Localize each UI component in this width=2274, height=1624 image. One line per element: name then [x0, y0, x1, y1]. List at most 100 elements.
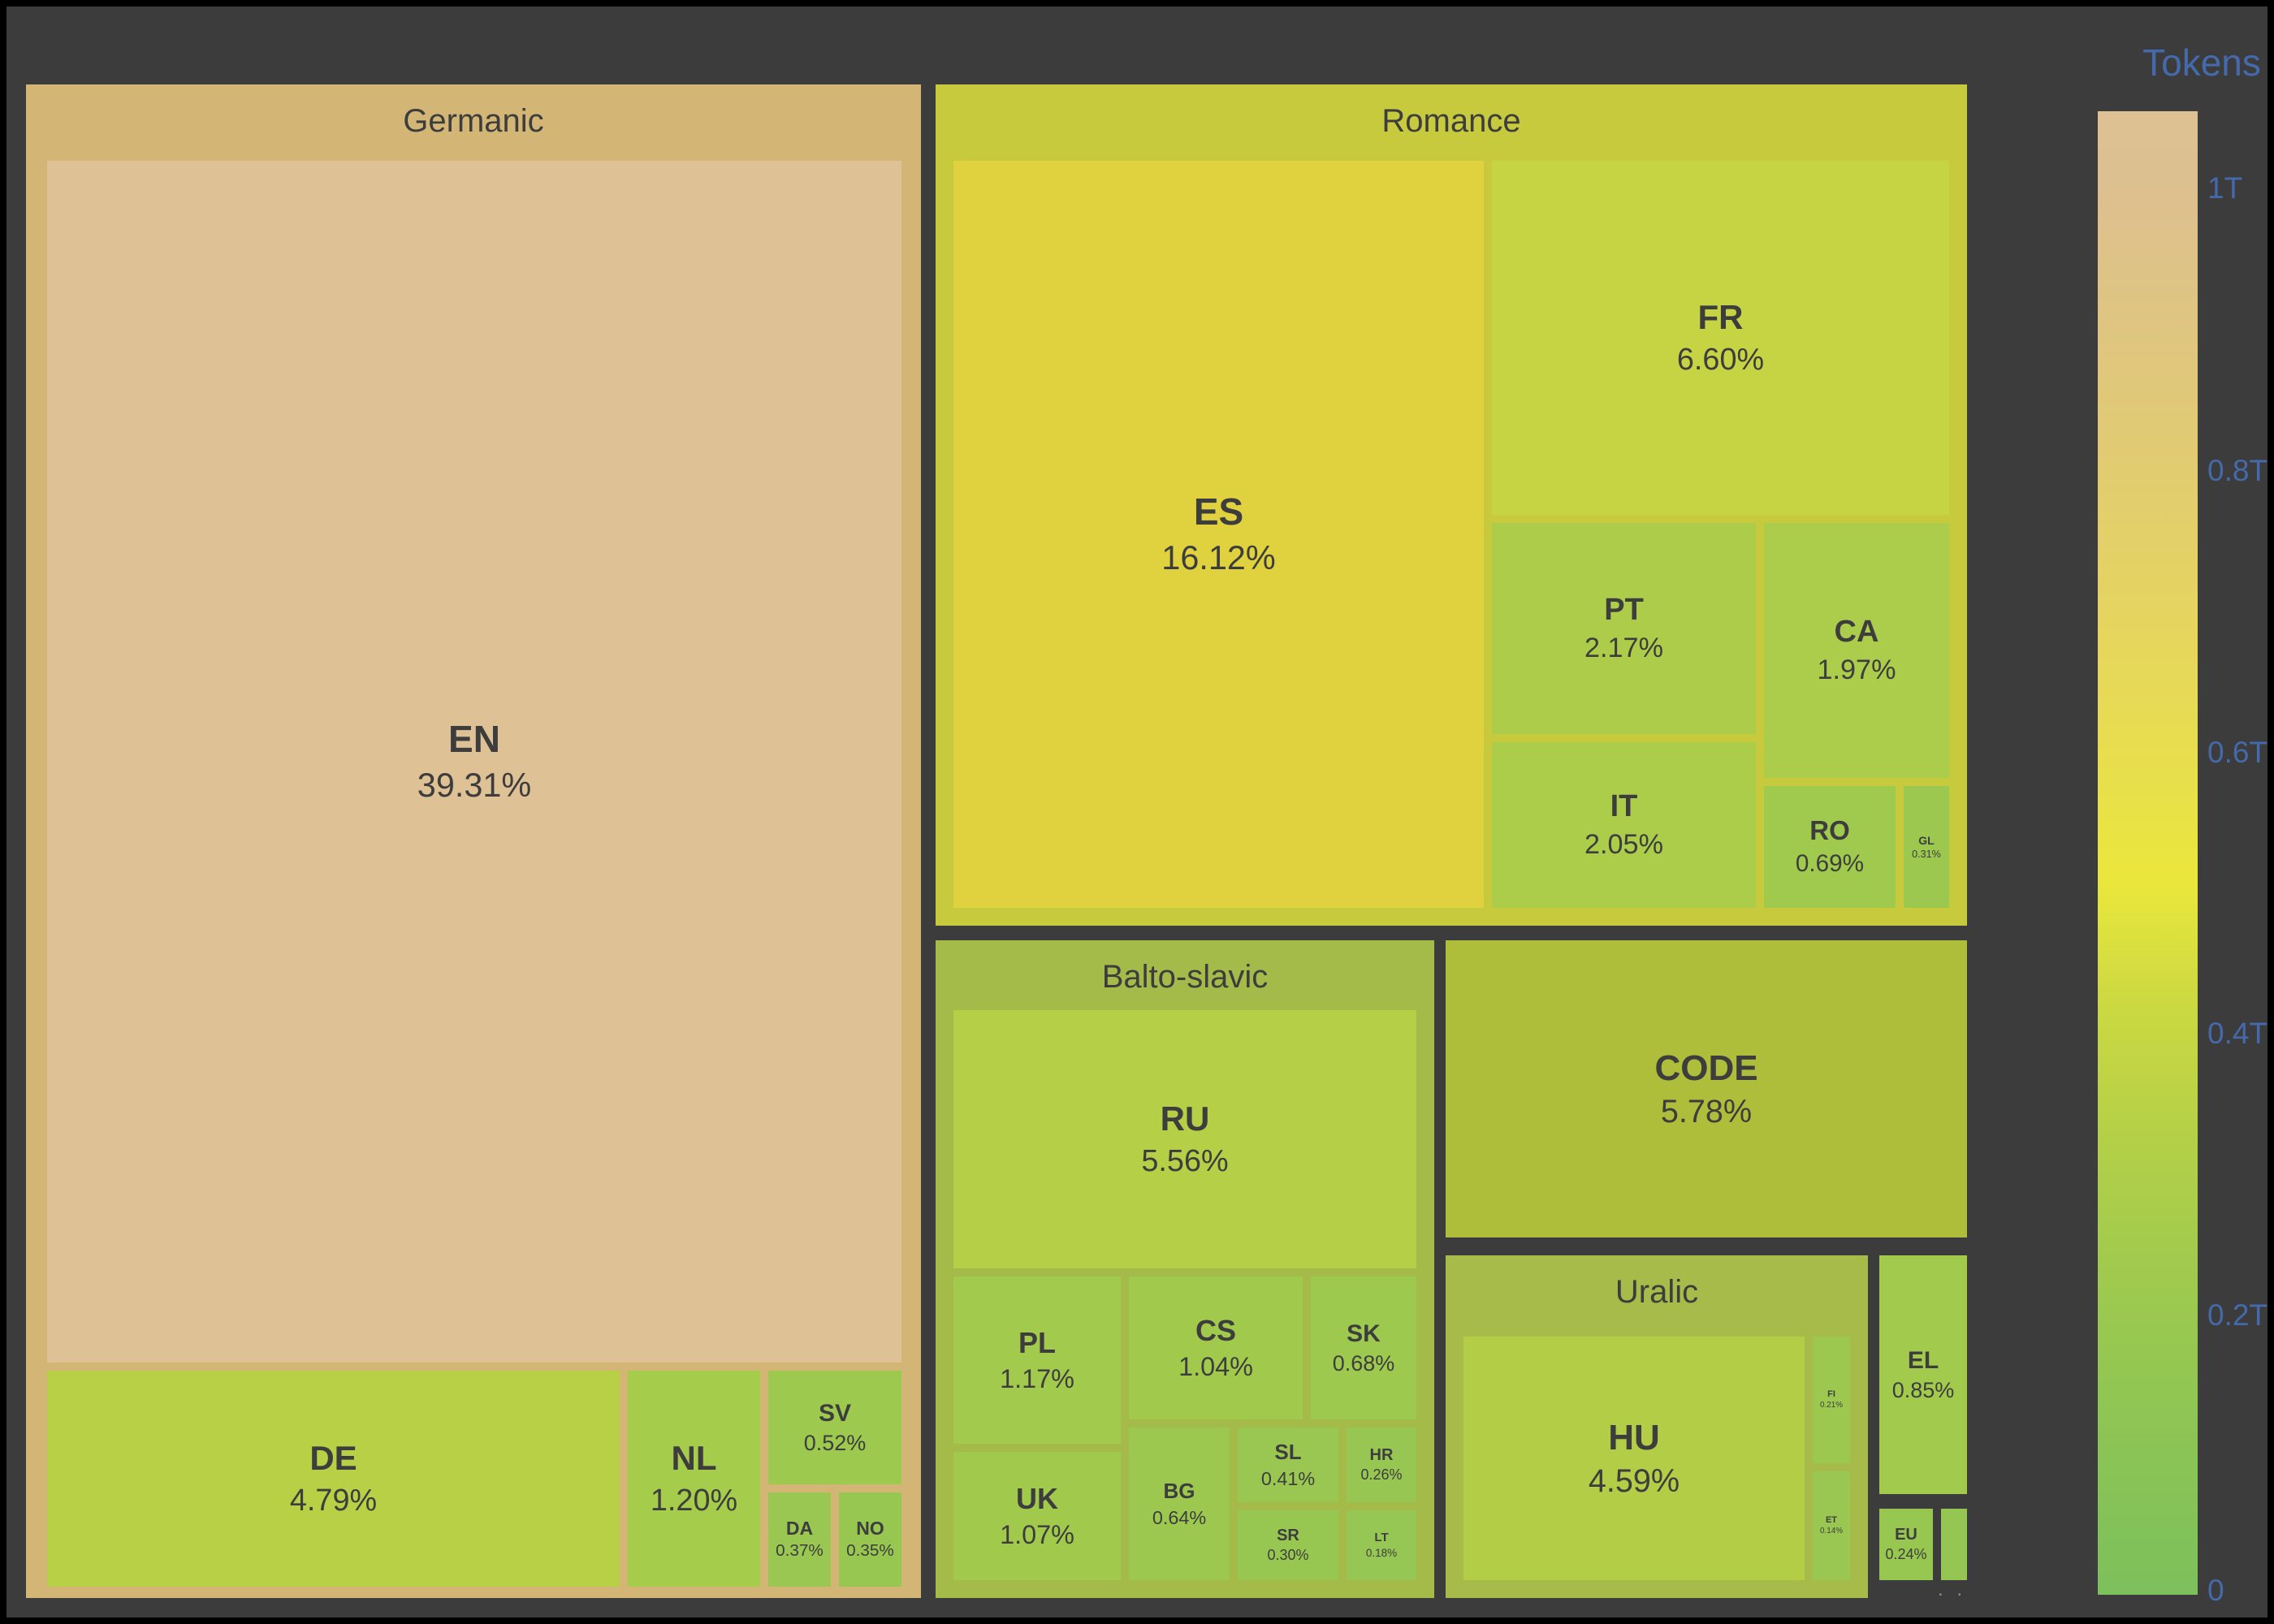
- tile-da: DA 0.37%: [768, 1492, 831, 1587]
- tile-nl-pct: 1.20%: [650, 1483, 738, 1518]
- colorbar-tick-0-2t: 0.2T: [2207, 1298, 2268, 1332]
- group-el: EL 0.85%: [1879, 1255, 1967, 1494]
- tile-bg: BG 0.64%: [1129, 1427, 1230, 1580]
- tile-uk-code: UK: [1016, 1481, 1058, 1515]
- colorbar-tick-0: 0: [2207, 1574, 2224, 1607]
- tile-pl-pct: 1.17%: [1000, 1364, 1074, 1394]
- tile-ca-pct: 1.97%: [1817, 654, 1896, 686]
- colorbar-tick-1t: 1T: [2207, 171, 2243, 205]
- colorbar-tick-0-8t: 0.8T: [2207, 454, 2268, 487]
- tile-fi: FI 0.21%: [1813, 1337, 1850, 1463]
- tile-pl: PL 1.17%: [953, 1276, 1121, 1444]
- tile-code-code: CODE: [1654, 1047, 1758, 1088]
- tile-es-code: ES: [1193, 490, 1244, 533]
- tile-en-code: EN: [448, 718, 500, 761]
- group-code: CODE 5.78%: [1446, 940, 1967, 1237]
- tile-ro: RO 0.69%: [1764, 786, 1896, 908]
- tile-et-pct: 0.14%: [1819, 1526, 1843, 1535]
- tile-code: CODE 5.78%: [1446, 940, 1967, 1237]
- group-germanic: Germanic EN 39.31% DE 4.79% NL 1.20% SV …: [26, 84, 921, 1598]
- tile-hu-code: HU: [1608, 1417, 1660, 1458]
- tile-gl-pct: 0.31%: [1912, 848, 1941, 860]
- tile-pl-code: PL: [1018, 1325, 1056, 1359]
- group-romance: Romance ES 16.12% FR 6.60% PT 2.17% CA 1…: [936, 84, 1967, 926]
- tile-uk-pct: 1.07%: [1000, 1520, 1074, 1550]
- colorbar-tick-0-4t: 0.4T: [2207, 1017, 2268, 1050]
- tile-de-pct: 4.79%: [289, 1483, 378, 1518]
- tile-sk-pct: 0.68%: [1332, 1350, 1395, 1376]
- group-balto-slavic: Balto-slavic RU 5.56% PL 1.17% CS 1.04% …: [936, 940, 1434, 1598]
- tile-code-pct: 5.78%: [1660, 1093, 1753, 1129]
- tile-ru: RU 5.56%: [953, 1010, 1416, 1268]
- tile-ru-pct: 5.56%: [1141, 1143, 1229, 1178]
- tile-sr-pct: 0.30%: [1267, 1547, 1309, 1564]
- tile-da-pct: 0.37%: [776, 1541, 824, 1561]
- tile-no: NO 0.35%: [839, 1492, 901, 1587]
- tile-sv-code: SV: [818, 1399, 852, 1427]
- colorbar-tick-0-6t: 0.6T: [2207, 736, 2268, 769]
- tile-el: EL 0.85%: [1879, 1255, 1967, 1494]
- tile-fr-code: FR: [1697, 298, 1744, 337]
- tile-hu-pct: 4.59%: [1588, 1462, 1680, 1499]
- tile-sv-pct: 0.52%: [803, 1430, 867, 1455]
- group-label-uralic: Uralic: [1615, 1273, 1699, 1310]
- tile-hu: HU 4.59%: [1463, 1337, 1805, 1580]
- tile-eu-pct: 0.24%: [1885, 1546, 1927, 1563]
- tile-sl-code: SL: [1274, 1439, 1302, 1464]
- group-label-balto-slavic: Balto-slavic: [1101, 958, 1269, 995]
- tile-gl: GL 0.31%: [1904, 786, 1949, 908]
- tile-no-pct: 0.35%: [846, 1541, 894, 1561]
- tile-et: ET 0.14%: [1813, 1471, 1850, 1580]
- legend-title: Tokens: [2142, 41, 2261, 84]
- tile-lt: LT 0.18%: [1347, 1510, 1416, 1580]
- tile-nl-code: NL: [671, 1439, 717, 1478]
- group-uralic: Uralic HU 4.59% FI 0.21% ET 0.14%: [1446, 1255, 1868, 1598]
- tile-eu-code: EU: [1895, 1526, 1917, 1544]
- tile-pt-pct: 2.17%: [1584, 633, 1663, 664]
- tile-el-code: EL: [1907, 1346, 1939, 1374]
- tile-no-code: NO: [856, 1517, 884, 1539]
- tile-lt-pct: 0.18%: [1365, 1546, 1398, 1559]
- tile-fi-code: FI: [1827, 1389, 1835, 1400]
- tile-it: IT 2.05%: [1492, 742, 1756, 908]
- tile-fi-pct: 0.21%: [1819, 1400, 1843, 1410]
- tile-sk: SK 0.68%: [1311, 1276, 1416, 1419]
- tile-lt-code: LT: [1374, 1531, 1389, 1545]
- group-label-romance: Romance: [1381, 102, 1521, 139]
- tile-et-code: ET: [1825, 1515, 1838, 1526]
- tile-cs-code: CS: [1195, 1313, 1236, 1347]
- tile-sk-code: SK: [1347, 1320, 1381, 1347]
- tile-uk: UK 1.07%: [953, 1452, 1121, 1580]
- tile-nl: NL 1.20%: [628, 1371, 760, 1587]
- tile-it-pct: 2.05%: [1584, 829, 1663, 861]
- tokens-colorbar: [2098, 111, 2198, 1595]
- tile-sr-code: SR: [1277, 1527, 1299, 1545]
- tile-de-code: DE: [309, 1439, 357, 1478]
- tile-ro-code: RO: [1809, 815, 1850, 846]
- tile-hr-code: HR: [1369, 1446, 1394, 1465]
- tile-ca-code: CA: [1834, 615, 1879, 650]
- tile-sv: SV 0.52%: [768, 1371, 901, 1484]
- tile-pt: PT 2.17%: [1492, 523, 1756, 734]
- tile-hr-pct: 0.26%: [1360, 1466, 1403, 1484]
- treemap-overflow-dots: . .: [1938, 1579, 1967, 1600]
- tile-de: DE 4.79%: [47, 1371, 620, 1587]
- tile-eu: EU 0.24%: [1879, 1509, 1933, 1580]
- tile-cs-pct: 1.04%: [1178, 1352, 1253, 1382]
- tile-fr-pct: 6.60%: [1676, 342, 1765, 377]
- tile-en-pct: 39.31%: [417, 766, 532, 804]
- tile-hr: HR 0.26%: [1347, 1427, 1416, 1502]
- tile-sr: SR 0.30%: [1238, 1510, 1338, 1580]
- tile-es-pct: 16.12%: [1161, 538, 1276, 577]
- tile-el-pct: 0.85%: [1891, 1377, 1955, 1402]
- tile-gl-code: GL: [1918, 833, 1935, 847]
- tile-bg-code: BG: [1163, 1478, 1195, 1503]
- tile-it-code: IT: [1610, 789, 1638, 824]
- tile-unlabeled: [1941, 1509, 1967, 1580]
- tile-fr: FR 6.60%: [1492, 161, 1949, 515]
- tile-en: EN 39.31%: [47, 161, 901, 1363]
- tile-sl-pct: 0.41%: [1260, 1467, 1316, 1489]
- tile-bg-pct: 0.64%: [1152, 1506, 1207, 1528]
- tile-es: ES 16.12%: [953, 161, 1484, 908]
